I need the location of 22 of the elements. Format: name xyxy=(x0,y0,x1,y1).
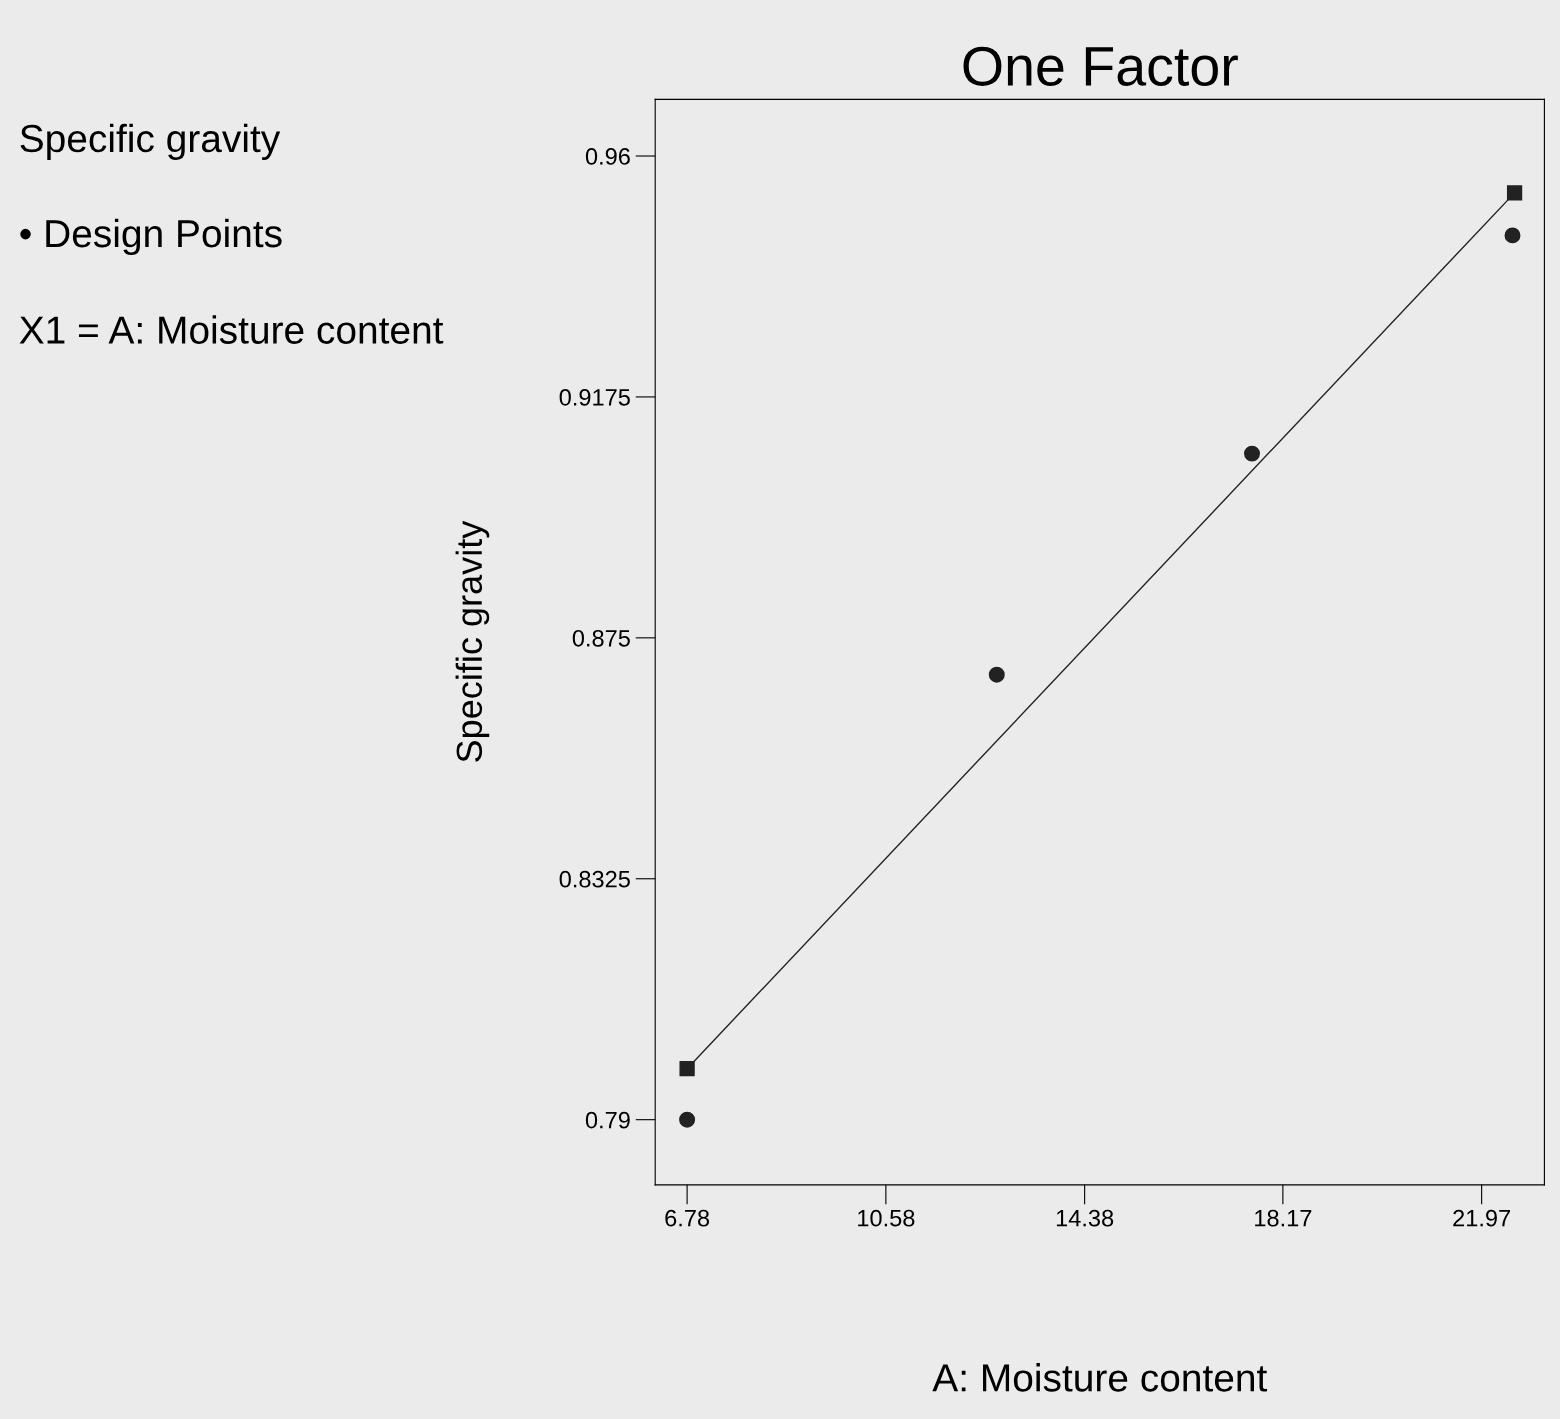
x-tick-label: 21.97 xyxy=(1453,1209,1510,1227)
chart-title: One Factor xyxy=(963,46,1238,86)
text: Specific gravity xyxy=(20,123,281,161)
text: • Design Points xyxy=(20,218,282,256)
point xyxy=(1244,445,1260,462)
x-tick-label: 18.17 xyxy=(1255,1209,1312,1227)
x-tick-label: 6.78 xyxy=(665,1209,710,1227)
x-axis-title: A: Moisture content xyxy=(932,1363,1268,1392)
y-tick-label: 0.9175 xyxy=(559,389,630,406)
point xyxy=(679,1061,695,1077)
x-tick-label: 14.38 xyxy=(1056,1209,1114,1227)
point xyxy=(1504,227,1521,244)
y-tick-label: 0.96 xyxy=(585,148,630,165)
y-tick-label: 0.79 xyxy=(585,1111,630,1129)
y-axis-title: Specific gravity xyxy=(455,520,490,762)
x-tick-label: 10.58 xyxy=(858,1209,915,1227)
point xyxy=(988,666,1005,683)
point xyxy=(1506,185,1523,201)
y-tick-label: 0.875 xyxy=(572,629,630,647)
y-tick-label: 0.8325 xyxy=(559,870,630,888)
point xyxy=(679,1111,696,1128)
text: X1 = A: Moisture content xyxy=(19,315,444,344)
